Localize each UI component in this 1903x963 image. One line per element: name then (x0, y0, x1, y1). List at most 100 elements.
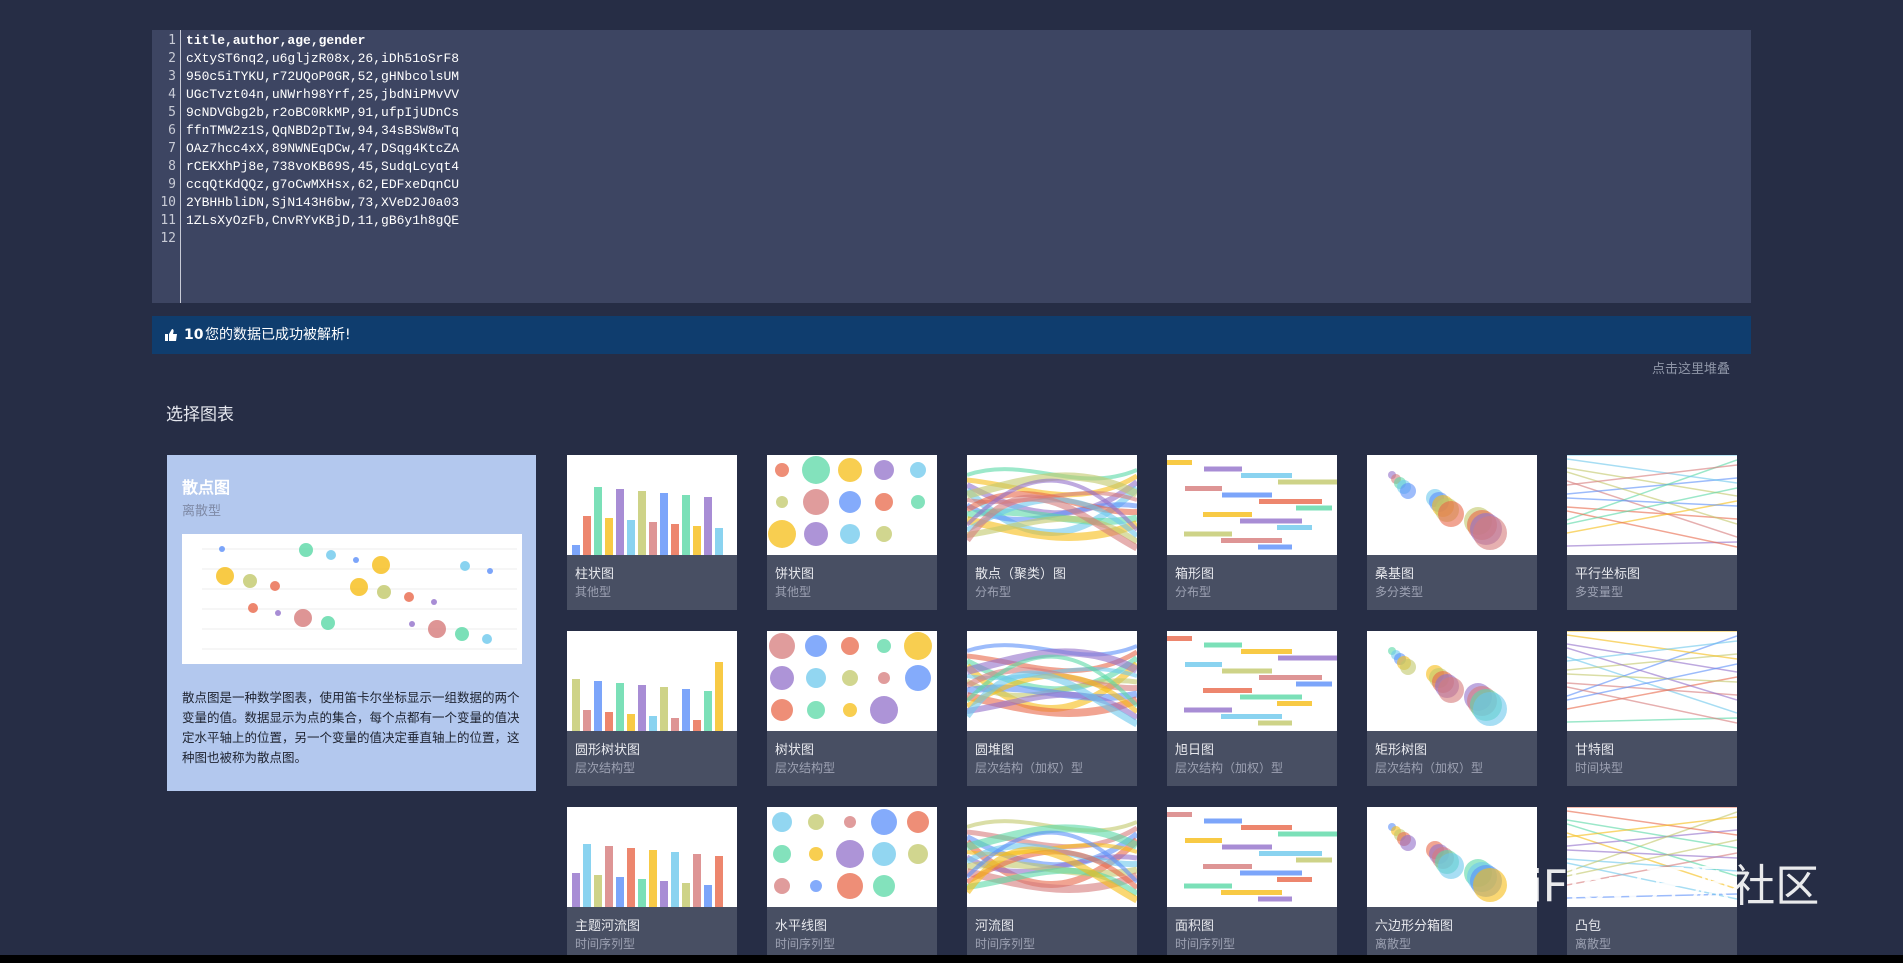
thumb-shape (1204, 466, 1242, 472)
thumb-shape (1567, 635, 1737, 697)
thumb-shape (904, 632, 932, 660)
thumb-shape (1567, 541, 1737, 547)
thumb-shape (671, 852, 679, 907)
thumb-shape (1278, 655, 1337, 661)
chart-subtitle: 时间序列型 (775, 937, 836, 951)
taskbar (0, 955, 1903, 963)
thumb-shape (872, 842, 896, 866)
thumb-shape (840, 524, 860, 544)
thumb-shape (1203, 512, 1252, 517)
thumb-shape (1567, 510, 1737, 548)
thumb-shape (842, 670, 858, 686)
dot (428, 620, 446, 638)
chart-thumbnail (967, 455, 1137, 555)
thumb-shape (773, 845, 791, 863)
thumb-shape (638, 879, 646, 907)
thumb-shape (967, 478, 1137, 532)
thumb-shape (715, 856, 723, 907)
chart-card[interactable]: 饼状图 其他型 (767, 455, 937, 610)
watermark: PiFlow开源社区 (1505, 861, 1820, 912)
thumb-shape (1278, 479, 1337, 485)
thumb-shape (876, 526, 892, 542)
thumb-shape (1567, 653, 1737, 671)
chart-card[interactable]: 圆形树状图 层次结构型 (567, 631, 737, 786)
line-number: 3 (168, 69, 176, 84)
thumb-shape (875, 493, 893, 511)
gutter: 1 2 3 4 5 6 7 8 9 10 11 12 (152, 30, 181, 303)
thumb-shape (660, 493, 668, 555)
chart-card[interactable]: 桑基图 多分类型 (1367, 455, 1537, 610)
thumb-shape (1240, 694, 1302, 700)
thumb-shape (1567, 829, 1737, 847)
thumb-shape (1222, 668, 1272, 674)
thumb-shape (1184, 883, 1232, 889)
thumb-shape (1567, 893, 1737, 899)
chart-title: 河流图 (975, 919, 1015, 934)
chart-card[interactable]: 箱形图 分布型 (1167, 455, 1337, 610)
thumb-shape (682, 689, 690, 731)
thumb-shape (769, 633, 795, 659)
selected-description: 散点图是一种数学图表，使用笛卡尔坐标显示一组数据的两个变量的值。数据显示为点的集… (182, 690, 520, 765)
thumb-shape (967, 472, 1137, 499)
chart-card[interactable]: 六边形分箱图 离散型 (1367, 807, 1537, 962)
thumb-shape (1184, 531, 1232, 537)
chart-card[interactable]: 主题河流图 时间序列型 (567, 807, 737, 962)
thumb-shape (802, 456, 830, 484)
collapse-link[interactable]: 点击这里堆叠 (1652, 362, 1731, 377)
thumb-shape (1221, 890, 1282, 895)
chart-thumbnail (767, 455, 937, 555)
dot (482, 634, 492, 644)
dot (372, 556, 390, 574)
chart-thumbnail (1567, 631, 1737, 731)
thumb-shape (649, 850, 657, 907)
thumb-shape (1567, 682, 1737, 696)
chart-thumbnail (967, 807, 1137, 907)
thumb-shape (967, 846, 1137, 904)
chart-subtitle: 分布型 (1175, 585, 1212, 599)
chart-card[interactable]: 凸包 离散型 (1567, 807, 1737, 962)
thumb-shape (594, 681, 602, 731)
thumb-shape (905, 665, 931, 691)
dot (243, 574, 257, 588)
thumb-shape (1473, 692, 1507, 726)
chart-card[interactable]: 矩形树图 层次结构（加权）型 (1367, 631, 1537, 786)
thumb-shape (1438, 501, 1464, 527)
chart-card[interactable]: 甘特图 时间块型 (1567, 631, 1737, 786)
chart-card[interactable]: 河流图 时间序列型 (967, 807, 1137, 962)
chart-card[interactable]: 树状图 层次结构型 (767, 631, 937, 786)
thumb-shape (1567, 487, 1737, 525)
thumb-shape (1567, 634, 1737, 660)
chart-subtitle: 时间序列型 (1175, 937, 1236, 951)
thumb-shape (583, 516, 591, 555)
thumb-shape (805, 635, 827, 657)
thumb-shape (1221, 538, 1282, 543)
chart-thumbnail (967, 631, 1137, 731)
thumb-shape (1567, 640, 1737, 662)
thumb-shape (1567, 819, 1737, 849)
thumb-shape (1258, 896, 1292, 902)
code-editor[interactable]: 1 2 3 4 5 6 7 8 9 10 11 12 title,author,age,gender c… (152, 30, 1751, 303)
chart-thumbnail (1567, 455, 1737, 555)
chart-subtitle: 层次结构（加权）型 (1175, 761, 1284, 775)
thumb-shape (1567, 497, 1737, 507)
chart-title: 桑基图 (1375, 567, 1415, 582)
chart-title: 散点（聚类）图 (975, 567, 1067, 582)
thumb-shape (878, 672, 890, 684)
dot (219, 546, 225, 552)
chart-card[interactable]: 旭日图 层次结构（加权）型 (1167, 631, 1337, 786)
dot (270, 581, 280, 591)
chart-card[interactable]: 散点（聚类）图 分布型 (967, 455, 1137, 610)
chart-card[interactable]: 柱状图 其他型 (567, 455, 737, 610)
chart-thumbnail (1367, 631, 1537, 731)
thumb-shape (1567, 823, 1737, 877)
selected-chart-card[interactable]: 散点图 离散型 散点图是一种数学图表，使用笛卡尔坐标显示一组数据的两个变量的值。… (167, 455, 536, 791)
chart-card[interactable]: 面积图 时间序列型 (1167, 807, 1337, 962)
thumb-shape (704, 691, 712, 731)
thumb-shape (768, 520, 796, 548)
chart-card[interactable]: 水平线图 时间序列型 (767, 807, 937, 962)
dot (248, 603, 258, 613)
thumb-shape (839, 491, 861, 513)
chart-title: 主题河流图 (575, 919, 641, 934)
chart-card[interactable]: 圆堆图 层次结构（加权）型 (967, 631, 1137, 786)
chart-card[interactable]: 平行坐标图 多变量型 (1567, 455, 1737, 610)
